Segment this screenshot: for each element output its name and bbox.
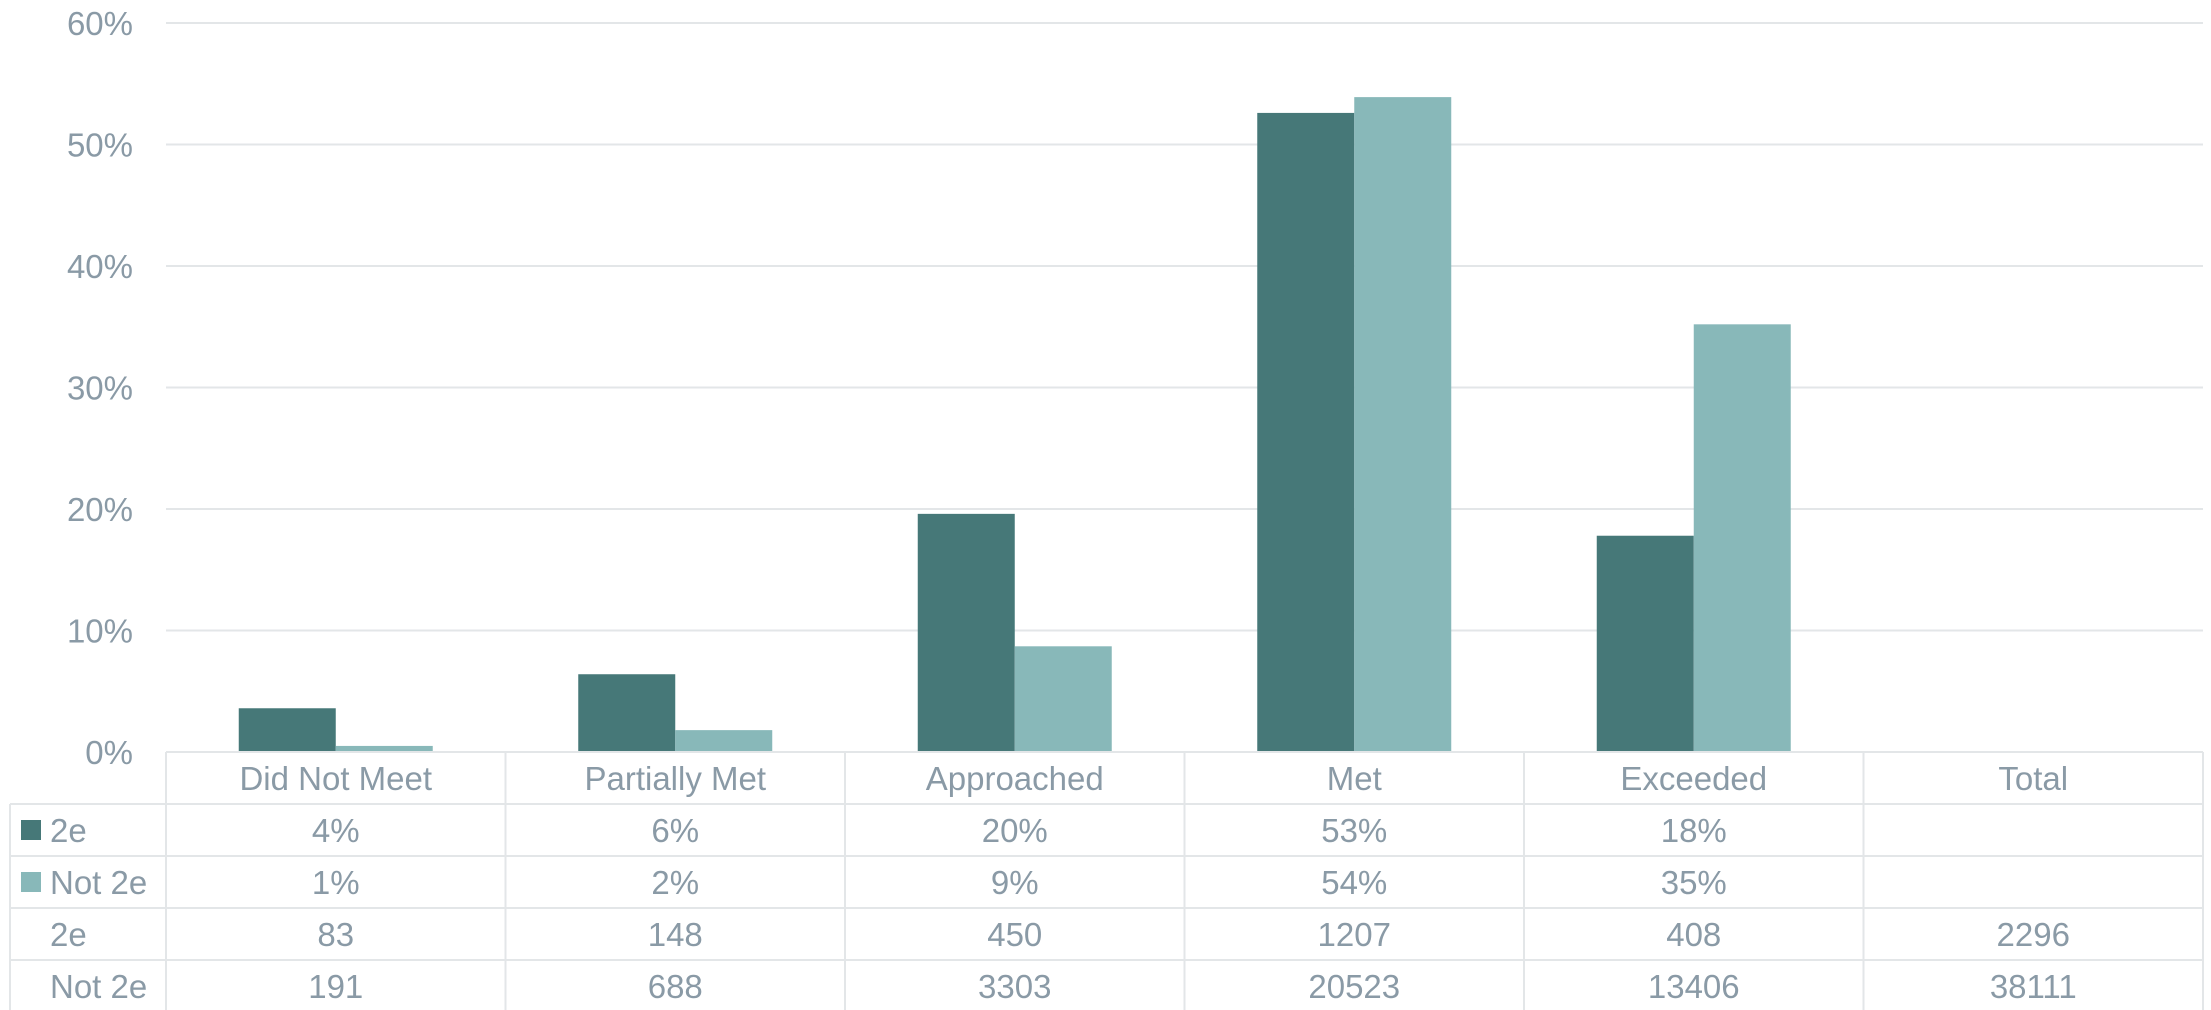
- bar-not-2e-approached: [1014, 646, 1112, 752]
- table-cell: 2296: [1997, 916, 2070, 953]
- y-tick-label: 20%: [67, 491, 133, 528]
- table-cell: 408: [1666, 916, 1721, 953]
- table-cell: 13406: [1648, 968, 1740, 1005]
- category-label: Did Not Meet: [239, 760, 432, 797]
- table-cell: 1%: [312, 864, 360, 901]
- y-tick-label: 60%: [67, 5, 133, 42]
- bar-2e-approached: [917, 513, 1015, 752]
- table-cell: 148: [648, 916, 703, 953]
- row-label: 2e: [50, 916, 87, 953]
- y-tick-label: 50%: [67, 127, 133, 164]
- row-label: 2e: [50, 812, 87, 849]
- category-label: Total: [1998, 760, 2068, 797]
- table-cell: 20523: [1308, 968, 1400, 1005]
- category-label: Approached: [926, 760, 1104, 797]
- table-cell: 18%: [1661, 812, 1727, 849]
- row-label: Not 2e: [50, 968, 147, 1005]
- table-cell: 4%: [312, 812, 360, 849]
- bars: [238, 97, 1791, 753]
- gridlines: [166, 22, 2203, 753]
- table-cell: 2%: [651, 864, 699, 901]
- y-tick-label: 10%: [67, 613, 133, 650]
- table-cell: 54%: [1321, 864, 1387, 901]
- table-cell: 53%: [1321, 812, 1387, 849]
- y-tick-label: 40%: [67, 248, 133, 285]
- table-cell: 3303: [978, 968, 1051, 1005]
- table-cell: 38111: [1990, 968, 2077, 1005]
- bar-2e-did-not-meet: [238, 708, 336, 752]
- bar-2e-partially-met: [578, 674, 676, 752]
- row-label: Not 2e: [50, 864, 147, 901]
- y-axis-ticks: 0% 10% 20% 30% 40% 50% 60%: [67, 5, 133, 771]
- table-cell: 9%: [991, 864, 1039, 901]
- bar-2e-met: [1257, 112, 1355, 752]
- table-cell: 688: [648, 968, 703, 1005]
- bar-not-2e-met: [1354, 97, 1452, 753]
- bar-not-2e-did-not-meet: [335, 745, 433, 752]
- y-tick-label: 0%: [85, 734, 133, 771]
- legend-swatch: [21, 820, 41, 840]
- table-cell: 450: [987, 916, 1042, 953]
- table-cell: 20%: [982, 812, 1048, 849]
- table-cell: 35%: [1661, 864, 1727, 901]
- bar-not-2e-exceeded: [1693, 324, 1791, 752]
- table-cell: 1207: [1318, 916, 1391, 953]
- category-label: Exceeded: [1620, 760, 1767, 797]
- category-label: Met: [1327, 760, 1382, 797]
- category-label: Partially Met: [584, 760, 766, 797]
- bar-not-2e-partially-met: [675, 730, 773, 752]
- table-cell: 191: [308, 968, 363, 1005]
- legend-swatch: [21, 872, 41, 892]
- table-cell: 83: [317, 916, 354, 953]
- table-cell: 6%: [651, 812, 699, 849]
- y-tick-label: 30%: [67, 370, 133, 407]
- bar-2e-exceeded: [1596, 535, 1694, 752]
- data-table: Did Not Meet Partially Met Approached Met Ex…: [9, 751, 2204, 1010]
